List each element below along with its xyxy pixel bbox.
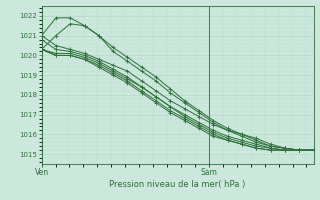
X-axis label: Pression niveau de la mer( hPa ): Pression niveau de la mer( hPa ) bbox=[109, 180, 246, 189]
